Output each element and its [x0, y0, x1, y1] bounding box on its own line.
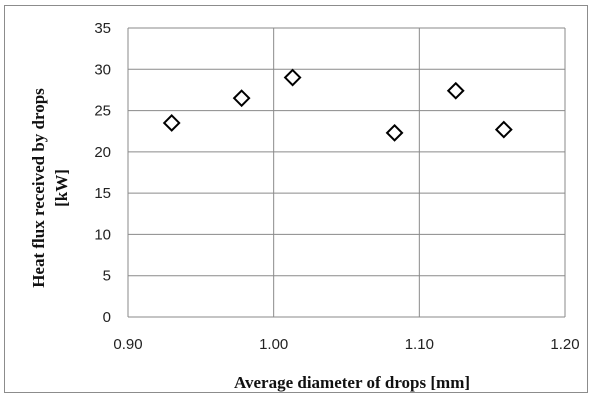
data-point-diamond: [446, 81, 465, 100]
y-axis-title-line-1: Heat flux received by drops: [29, 88, 48, 288]
data-point-diamond: [162, 114, 181, 132]
y-tick-label: 15: [94, 185, 111, 202]
x-axis-title: Average diameter of drops [mm]: [234, 373, 470, 392]
data-point-diamond: [494, 120, 513, 139]
data-point-diamond: [385, 123, 404, 142]
data-point-diamond: [283, 68, 302, 87]
data-points: [162, 68, 513, 142]
y-tick-label: 35: [94, 20, 111, 37]
x-tick-labels: 0.90 1.00 1.10 1.20: [113, 336, 579, 353]
y-tick-label: 10: [94, 226, 111, 243]
y-tick-labels: 0 5 10 15 20 25 30 35: [94, 20, 111, 326]
data-point-diamond: [232, 89, 251, 108]
y-tick-label: 5: [103, 268, 111, 285]
x-tick-label: 0.90: [113, 336, 142, 353]
y-tick-label: 25: [94, 103, 111, 120]
y-tick-label: 30: [94, 61, 111, 78]
y-tick-label: 20: [94, 144, 111, 161]
y-axis-title-line-2: [kW]: [52, 169, 71, 207]
grid: [127, 27, 566, 318]
x-tick-label: 1.10: [405, 336, 434, 353]
x-tick-label: 1.20: [550, 336, 579, 353]
x-tick-label: 1.00: [259, 336, 288, 353]
y-tick-label: 0: [103, 309, 111, 326]
